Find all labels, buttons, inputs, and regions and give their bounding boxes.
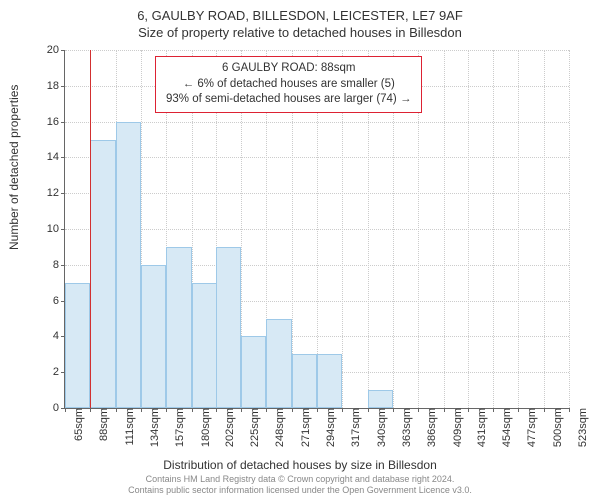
x-tick-mark [468,408,469,412]
x-tick-mark [141,408,142,412]
x-tick-label: 202sqm [220,408,236,447]
x-tick-mark [192,408,193,412]
histogram-bar [241,336,266,408]
x-tick-label: 477sqm [522,408,538,447]
x-tick-mark [65,408,66,412]
y-tick-mark [61,50,65,51]
attribution-text: Contains HM Land Registry data © Crown c… [0,474,600,496]
chart-title-main: 6, GAULBY ROAD, BILLESDON, LEICESTER, LE… [0,0,600,23]
x-tick-mark [368,408,369,412]
x-tick-mark [116,408,117,412]
histogram-bar [116,122,141,408]
x-tick-mark [518,408,519,412]
chart-title-sub: Size of property relative to detached ho… [0,23,600,40]
x-tick-label: 294sqm [321,408,337,447]
x-tick-label: 248sqm [270,408,286,447]
info-box-line: ← 6% of detached houses are smaller (5) [166,77,411,93]
marker-line [90,50,91,408]
x-tick-label: 500sqm [548,408,564,447]
x-tick-label: 363sqm [397,408,413,447]
x-tick-label: 180sqm [196,408,212,447]
grid-line-v [518,50,519,408]
histogram-chart: 6, GAULBY ROAD, BILLESDON, LEICESTER, LE… [0,0,600,500]
y-tick-mark [61,157,65,158]
x-tick-mark [166,408,167,412]
x-tick-label: 340sqm [372,408,388,447]
y-tick-mark [61,265,65,266]
x-tick-mark [342,408,343,412]
x-tick-mark [444,408,445,412]
info-box-line: 6 GAULBY ROAD: 88sqm [166,61,411,77]
x-tick-mark [90,408,91,412]
attribution-line: Contains HM Land Registry data © Crown c… [0,474,600,485]
histogram-bar [368,390,393,408]
x-tick-label: 111sqm [120,408,136,446]
histogram-bar [266,319,291,409]
y-tick-mark [61,86,65,87]
grid-line-v [444,50,445,408]
grid-line-v [569,50,570,408]
y-tick-mark [61,229,65,230]
histogram-bar [317,354,342,408]
x-tick-mark [393,408,394,412]
x-tick-mark [216,408,217,412]
x-tick-label: 134sqm [145,408,161,447]
info-box-line: 93% of semi-detached houses are larger (… [166,92,411,108]
x-tick-label: 157sqm [170,408,186,447]
x-tick-label: 523sqm [573,408,589,447]
x-tick-mark [241,408,242,412]
histogram-bar [192,283,217,408]
attribution-line: Contains public sector information licen… [0,485,600,496]
y-tick-mark [61,122,65,123]
x-tick-label: 225sqm [245,408,261,447]
x-tick-mark [418,408,419,412]
histogram-bar [166,247,191,408]
x-tick-label: 431sqm [472,408,488,447]
x-tick-label: 409sqm [448,408,464,447]
histogram-bar [90,140,115,409]
histogram-bar [292,354,317,408]
histogram-bar [216,247,241,408]
x-tick-label: 271sqm [296,408,312,447]
histogram-bar [65,283,90,408]
y-tick-mark [61,193,65,194]
plot-area: 6 GAULBY ROAD: 88sqm ← 6% of detached ho… [64,50,569,409]
x-tick-label: 88sqm [94,408,110,441]
marker-info-box: 6 GAULBY ROAD: 88sqm ← 6% of detached ho… [155,56,422,113]
x-tick-mark [544,408,545,412]
y-axis-label: Number of detached properties [7,85,21,250]
x-tick-mark [569,408,570,412]
grid-line-v [468,50,469,408]
grid-line-v [493,50,494,408]
x-tick-mark [292,408,293,412]
x-tick-mark [317,408,318,412]
x-axis-label: Distribution of detached houses by size … [0,458,600,472]
histogram-bar [141,265,166,408]
x-tick-mark [493,408,494,412]
x-tick-label: 65sqm [69,408,85,441]
x-tick-label: 317sqm [346,408,362,447]
grid-line-v [544,50,545,408]
x-tick-label: 386sqm [422,408,438,447]
x-tick-mark [266,408,267,412]
x-tick-label: 454sqm [497,408,513,447]
